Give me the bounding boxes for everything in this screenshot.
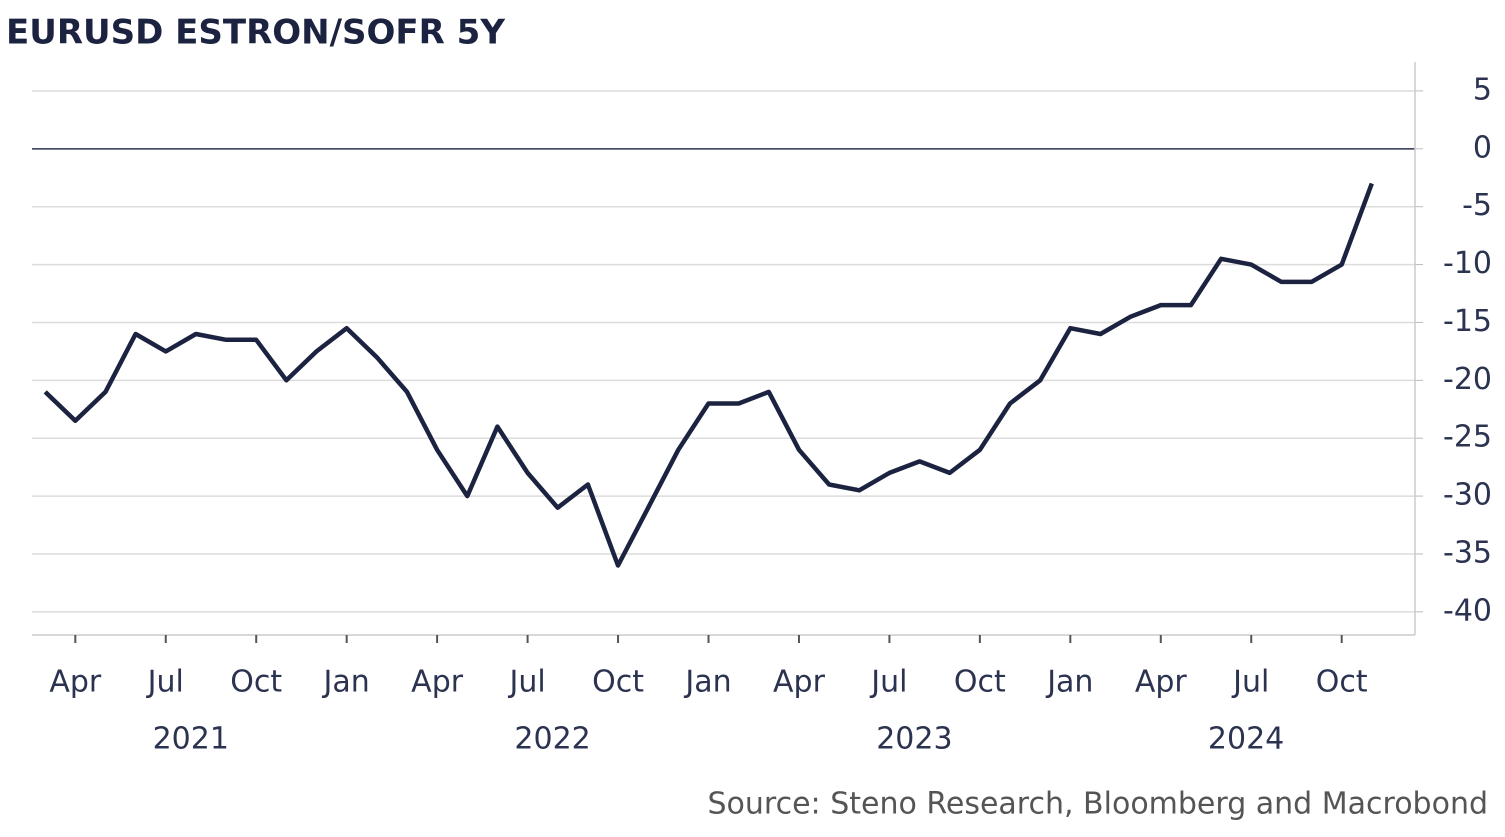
series-line [43,182,1374,568]
x-tick-label: Oct [1316,665,1368,700]
year-label: 2023 [876,722,952,757]
x-tick-label: Oct [954,665,1006,700]
year-label: 2024 [1208,722,1284,757]
x-tick-label: Apr [411,665,464,700]
year-label: 2021 [153,722,229,757]
x-tick-label: Jul [507,665,545,700]
x-tick-label: Jan [322,665,370,700]
year-label: 2022 [514,722,590,757]
x-tick-label: Oct [230,665,282,700]
y-tick-label: -20 [1443,362,1492,397]
x-tick-label: Oct [592,665,644,700]
y-tick-label: -10 [1443,246,1492,281]
y-tick-label: 5 [1473,72,1492,107]
y-tick-label: -35 [1443,535,1492,570]
y-tick-label: -30 [1443,478,1492,513]
x-tick-label: Jan [1045,665,1093,700]
x-tick-label: Jul [146,665,184,700]
y-tick-label: 0 [1473,130,1492,165]
x-tick-label: Jan [683,665,731,700]
y-tick-label: -5 [1462,188,1492,223]
x-tick-label: Jul [1231,665,1269,700]
x-tick-label: Jul [869,665,907,700]
y-tick-label: -25 [1443,420,1492,455]
x-tick-label: Apr [49,665,102,700]
y-tick-label: -15 [1443,304,1492,339]
chart-title: EURUSD ESTRON/SOFR 5Y [6,13,505,53]
x-tick-label: Apr [773,665,826,700]
x-tick-label: Apr [1135,665,1188,700]
source: Source: Steno Research, Bloomberg and Ma… [708,787,1488,822]
y-tick-label: -40 [1443,593,1492,628]
